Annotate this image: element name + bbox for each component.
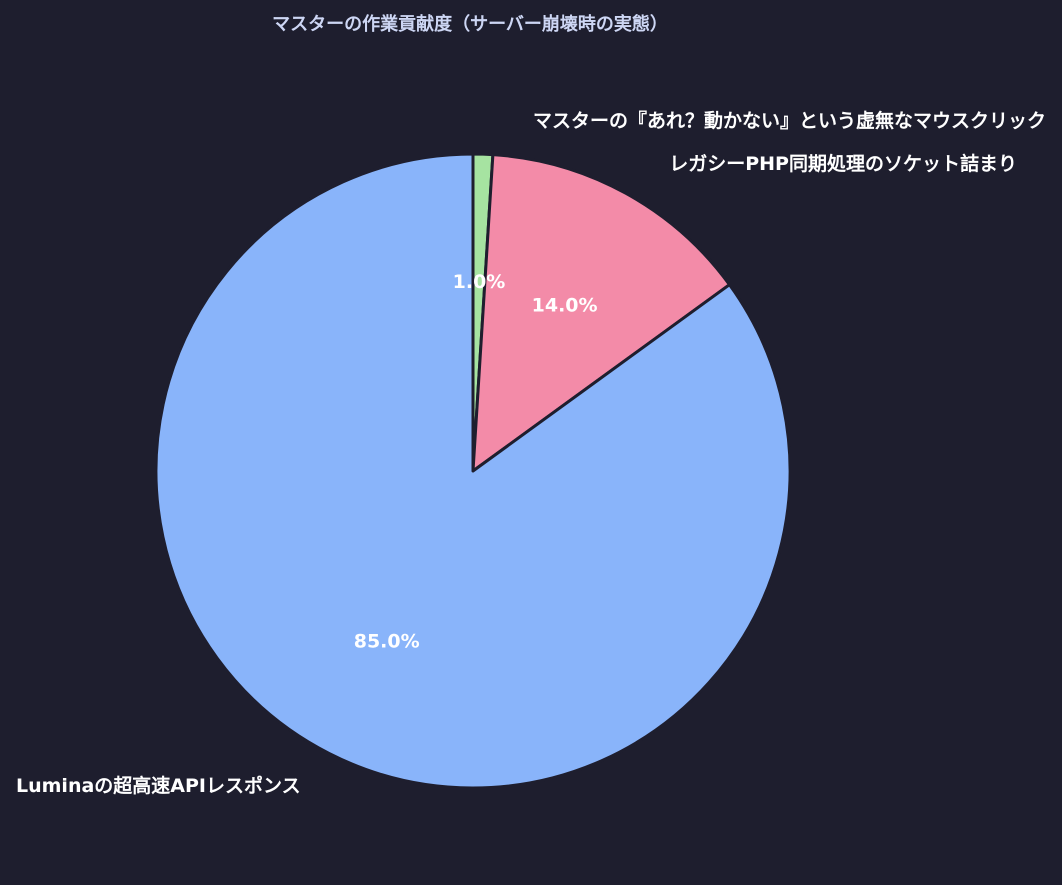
pie-slice-3 — [154, 152, 792, 790]
percent-labels: 1.0% 14.0% 85.0% — [354, 271, 598, 653]
percent-label-1: 1.0% — [453, 271, 506, 293]
percent-label-3: 85.0% — [354, 631, 420, 653]
slice-name-labels: マスターの『あれ？動かない』という虚無なマウスクリックレガシーPHP同期処理のソ… — [16, 109, 1046, 797]
pie-slices — [154, 152, 792, 790]
pie-slice-2 — [471, 153, 731, 473]
chart-title: マスターの作業貢献度（サーバー崩壊時の実態） — [272, 13, 668, 35]
slice-name-label-3: Luminaの超高速APIレスポンス — [16, 774, 301, 797]
percent-label-2: 14.0% — [532, 294, 598, 316]
slice-name-label-2: レガシーPHP同期処理のソケット詰まり — [669, 152, 1017, 175]
slice-name-label-1: マスターの『あれ？動かない』という虚無なマウスクリック — [533, 109, 1046, 132]
